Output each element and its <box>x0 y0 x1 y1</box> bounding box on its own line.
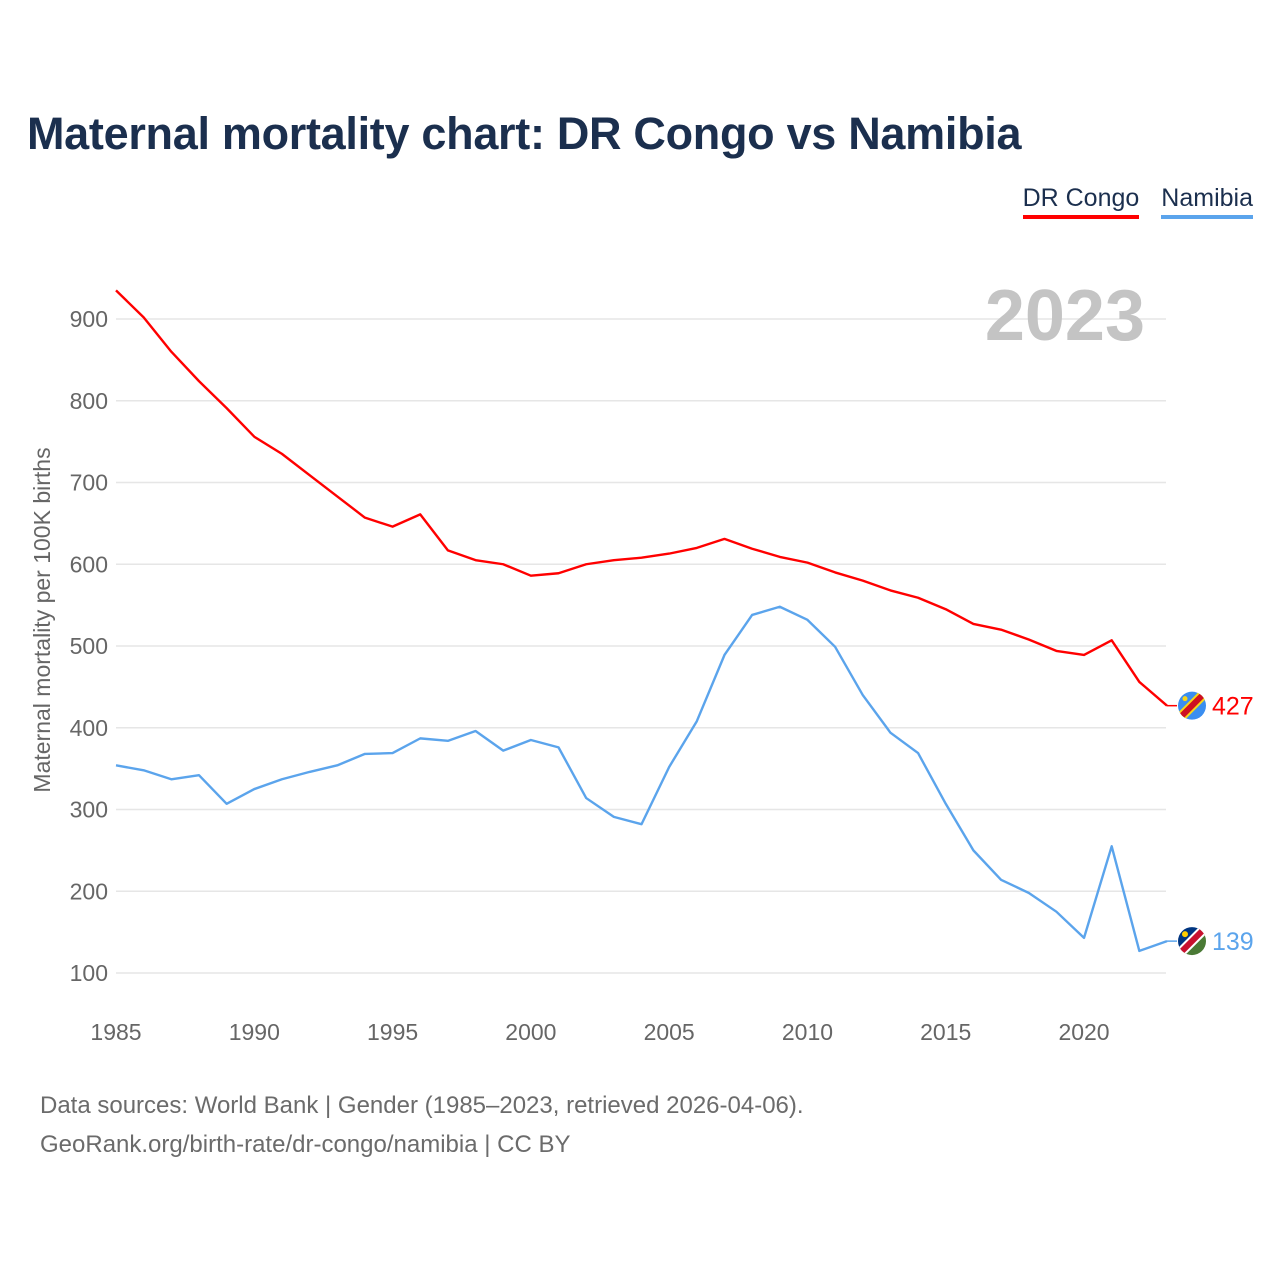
y-tick-label: 600 <box>70 551 108 577</box>
legend-item-dr-congo[interactable]: DR Congo <box>1022 184 1140 219</box>
flag-dr-congo-icon <box>1178 691 1206 720</box>
y-tick-label: 700 <box>70 470 108 496</box>
y-tick-label: 800 <box>70 388 108 414</box>
y-tick-label: 400 <box>70 715 108 741</box>
series-line-namibia <box>115 605 1168 953</box>
legend-item-namibia[interactable]: Namibia <box>1161 184 1253 219</box>
series-line-dr-congo <box>115 289 1168 707</box>
y-axis-label: Maternal mortality per 100K births <box>29 447 55 792</box>
y-tick-label: 200 <box>70 878 108 904</box>
y-tick-label: 500 <box>70 633 108 659</box>
x-tick-label: 2015 <box>920 1019 971 1045</box>
source-link[interactable]: GeoRank.org/birth-rate/dr-congo/namibia … <box>40 1131 571 1158</box>
chart-title: Maternal mortality chart: DR Congo vs Na… <box>27 108 1022 159</box>
x-tick-label: 1985 <box>90 1019 141 1045</box>
x-tick-label: 2000 <box>505 1019 556 1045</box>
y-tick-label: 300 <box>70 797 108 823</box>
x-tick-label: 2005 <box>644 1019 695 1045</box>
x-tick-label: 1995 <box>367 1019 418 1045</box>
end-value-label-namibia: 139 <box>1212 928 1254 956</box>
year-label: 2023 <box>985 276 1145 356</box>
x-tick-label: 2010 <box>782 1019 833 1045</box>
legend: DR Congo Namibia <box>1022 184 1253 219</box>
flag-namibia-icon <box>1178 927 1206 956</box>
data-source-text: Data sources: World Bank | Gender (1985–… <box>40 1092 804 1119</box>
x-tick-label: 2020 <box>1058 1019 1109 1045</box>
footer: Data sources: World Bank | Gender (1985–… <box>40 1086 804 1164</box>
x-tick-label: 1990 <box>229 1019 280 1045</box>
y-tick-label: 900 <box>70 306 108 332</box>
y-tick-label: 100 <box>70 960 108 986</box>
end-value-label-dr-congo: 427 <box>1212 693 1254 721</box>
